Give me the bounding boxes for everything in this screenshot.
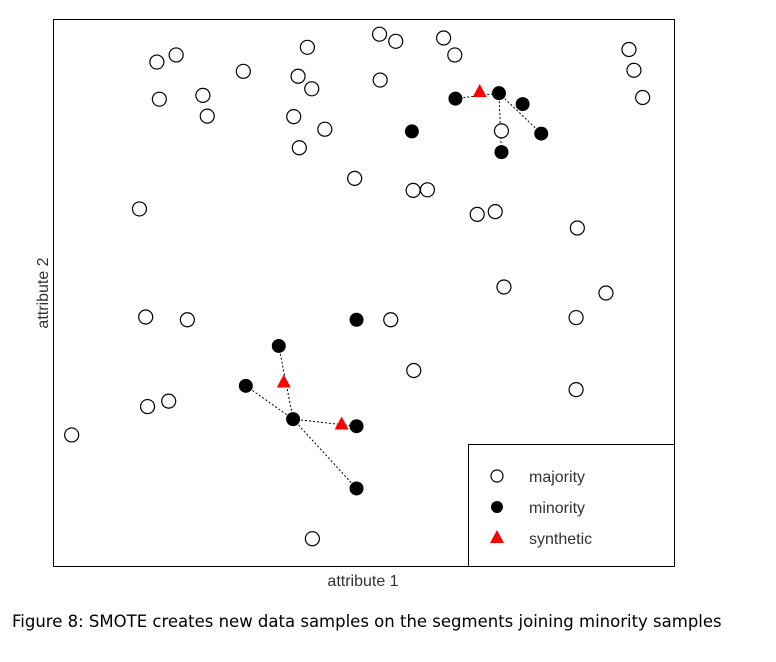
majority-point xyxy=(168,47,184,63)
majority-point xyxy=(447,47,463,63)
segment-line xyxy=(498,93,502,153)
majority-point xyxy=(304,81,320,97)
majority-point xyxy=(406,362,422,379)
majority-point xyxy=(195,87,211,103)
segment-line xyxy=(498,92,542,134)
smote-scatter-chart: attribute 1 attribute 2 majority minorit… xyxy=(35,19,675,590)
majority-point xyxy=(419,182,436,198)
majority-point xyxy=(635,89,651,106)
majority-point xyxy=(621,41,637,58)
majority-point xyxy=(383,312,399,328)
synthetic-point xyxy=(472,83,487,97)
majority-point xyxy=(568,382,584,398)
minority-point xyxy=(494,145,509,160)
minority-point xyxy=(238,378,253,393)
majority-point xyxy=(371,26,388,42)
legend-majority-label: majority xyxy=(529,469,585,486)
majority-point xyxy=(626,62,642,78)
majority-point xyxy=(405,182,421,198)
points-layer xyxy=(64,26,651,547)
figure-caption: Figure 8: SMOTE creates new data samples… xyxy=(12,612,722,631)
majority-point xyxy=(347,170,363,186)
majority-point xyxy=(138,309,154,325)
majority-point xyxy=(286,109,302,125)
majority-point xyxy=(372,72,388,88)
majority-point xyxy=(568,309,584,326)
majority-point xyxy=(469,206,485,222)
x-axis-label: attribute 1 xyxy=(327,573,398,590)
majority-point xyxy=(487,204,503,220)
y-axis-label: attribute 2 xyxy=(35,257,52,328)
synthetic-point xyxy=(334,416,349,430)
minority-point xyxy=(286,412,301,427)
majority-point xyxy=(149,54,165,70)
majority-point xyxy=(569,220,585,236)
minority-point xyxy=(448,91,463,106)
majority-point xyxy=(317,121,333,137)
segment-line xyxy=(245,385,294,420)
majority-point xyxy=(139,398,156,415)
legend: majority minority synthetic xyxy=(468,444,675,567)
minority-point xyxy=(349,419,364,434)
majority-point xyxy=(493,123,510,139)
majority-point xyxy=(436,30,452,46)
majority-point xyxy=(131,201,148,217)
majority-point xyxy=(199,108,215,124)
legend-minority-label: minority xyxy=(529,500,585,517)
majority-point xyxy=(290,68,306,84)
majority-point xyxy=(291,140,307,156)
minority-point xyxy=(349,481,364,496)
majority-point xyxy=(496,279,512,295)
legend-majority-marker xyxy=(490,469,504,483)
majority-point xyxy=(388,33,404,49)
minority-point xyxy=(534,126,549,141)
majority-point xyxy=(64,427,80,443)
minority-point xyxy=(404,124,419,139)
majority-point xyxy=(235,63,251,79)
majority-point xyxy=(598,285,614,301)
synthetic-point xyxy=(276,374,291,388)
legend-synthetic-marker xyxy=(490,530,504,543)
minority-point xyxy=(491,86,506,101)
majority-point xyxy=(299,39,315,55)
minority-point xyxy=(515,97,530,112)
minority-point xyxy=(271,338,286,353)
majority-point xyxy=(304,531,320,547)
majority-point xyxy=(151,91,167,107)
majority-point xyxy=(179,312,195,328)
minority-point xyxy=(349,312,364,327)
legend-minority-marker xyxy=(491,501,503,513)
legend-box xyxy=(468,444,675,567)
majority-point xyxy=(161,393,177,409)
legend-synthetic-label: synthetic xyxy=(529,531,592,548)
